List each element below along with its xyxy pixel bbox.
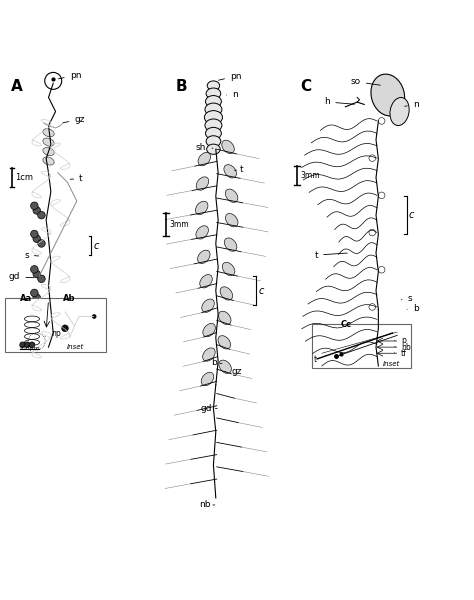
- Text: A: A: [11, 79, 23, 94]
- Ellipse shape: [43, 138, 54, 146]
- Text: Inset: Inset: [67, 344, 84, 350]
- Ellipse shape: [225, 189, 238, 202]
- Text: Ab: Ab: [63, 294, 75, 303]
- Circle shape: [92, 314, 96, 319]
- Text: h: h: [325, 97, 355, 106]
- Text: Cc: Cc: [341, 320, 352, 329]
- Text: pn: pn: [219, 71, 241, 80]
- Text: 1cm: 1cm: [16, 173, 34, 182]
- Ellipse shape: [219, 311, 231, 325]
- Ellipse shape: [202, 299, 214, 313]
- Ellipse shape: [206, 136, 221, 147]
- Circle shape: [33, 206, 40, 214]
- Ellipse shape: [43, 128, 54, 137]
- Text: 100μm: 100μm: [19, 346, 41, 352]
- Text: gd: gd: [201, 404, 217, 413]
- Ellipse shape: [196, 177, 209, 190]
- Ellipse shape: [203, 348, 215, 361]
- Text: →tf: →tf: [393, 352, 396, 353]
- Ellipse shape: [222, 262, 235, 275]
- Text: 3mm: 3mm: [301, 170, 320, 179]
- Ellipse shape: [390, 97, 409, 125]
- Text: s: s: [401, 295, 412, 304]
- Text: 3mm: 3mm: [170, 220, 189, 229]
- Circle shape: [25, 342, 30, 347]
- Ellipse shape: [200, 275, 212, 288]
- Ellipse shape: [203, 323, 215, 337]
- Ellipse shape: [204, 110, 222, 124]
- Ellipse shape: [219, 360, 231, 373]
- Circle shape: [31, 202, 38, 209]
- Ellipse shape: [206, 127, 221, 139]
- Circle shape: [37, 239, 45, 247]
- Text: t: t: [313, 355, 317, 364]
- Ellipse shape: [226, 214, 238, 227]
- Text: c: c: [409, 210, 414, 220]
- Circle shape: [33, 235, 40, 242]
- Text: gz: gz: [63, 115, 85, 124]
- Circle shape: [33, 294, 40, 301]
- Ellipse shape: [222, 140, 234, 154]
- Circle shape: [33, 271, 40, 278]
- Text: tf: tf: [401, 349, 407, 358]
- Ellipse shape: [207, 81, 219, 90]
- Text: sh: sh: [196, 143, 213, 152]
- Ellipse shape: [220, 287, 233, 300]
- Circle shape: [62, 325, 68, 332]
- Circle shape: [37, 299, 45, 306]
- Circle shape: [37, 211, 45, 219]
- Bar: [5, 298, 107, 352]
- Text: b: b: [407, 304, 419, 313]
- Text: c: c: [258, 286, 264, 296]
- Ellipse shape: [43, 148, 54, 155]
- Circle shape: [31, 230, 38, 238]
- Ellipse shape: [218, 335, 230, 349]
- Circle shape: [20, 342, 26, 347]
- Ellipse shape: [43, 157, 54, 165]
- Text: →nb: →nb: [393, 346, 396, 347]
- Ellipse shape: [205, 103, 222, 116]
- Text: t: t: [235, 165, 243, 174]
- Text: t: t: [70, 174, 83, 183]
- Text: so: so: [351, 77, 380, 86]
- Text: pn: pn: [58, 71, 81, 80]
- Ellipse shape: [198, 152, 210, 166]
- Text: np: np: [45, 329, 61, 338]
- Text: →p: →p: [393, 340, 395, 341]
- Ellipse shape: [224, 164, 237, 178]
- Text: c: c: [93, 241, 99, 251]
- Circle shape: [31, 289, 38, 297]
- Text: Aa: Aa: [20, 294, 32, 303]
- Text: s: s: [24, 251, 39, 260]
- Ellipse shape: [195, 201, 208, 215]
- Ellipse shape: [201, 373, 214, 386]
- Text: nb: nb: [401, 343, 411, 352]
- Text: b: b: [211, 358, 222, 367]
- Circle shape: [37, 275, 45, 283]
- Ellipse shape: [198, 250, 210, 263]
- Ellipse shape: [207, 144, 220, 154]
- Text: Inset: Inset: [383, 361, 400, 367]
- Text: C: C: [301, 79, 312, 94]
- Bar: [312, 323, 411, 368]
- Circle shape: [29, 342, 35, 347]
- Text: p: p: [401, 337, 406, 346]
- Circle shape: [31, 266, 38, 273]
- Text: t: t: [314, 251, 347, 260]
- Ellipse shape: [206, 95, 221, 107]
- Ellipse shape: [371, 74, 405, 116]
- Text: nb: nb: [199, 500, 215, 509]
- Text: B: B: [176, 79, 187, 94]
- Ellipse shape: [206, 88, 221, 99]
- Text: gd: gd: [9, 272, 34, 281]
- Text: n: n: [405, 100, 419, 109]
- Text: gz: gz: [225, 367, 242, 376]
- Text: n: n: [227, 91, 238, 100]
- Ellipse shape: [196, 226, 209, 239]
- Ellipse shape: [205, 119, 222, 132]
- Ellipse shape: [224, 238, 237, 251]
